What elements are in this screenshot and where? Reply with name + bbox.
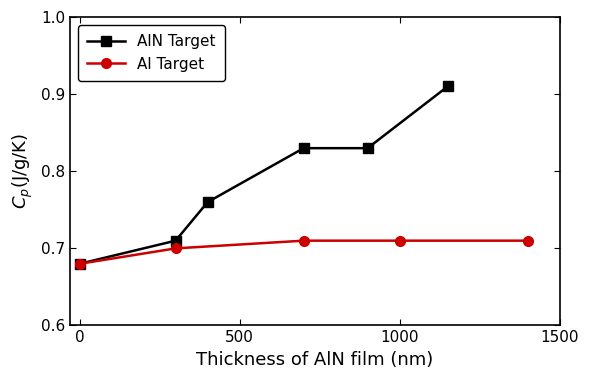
Legend: AlN Target, Al Target: AlN Target, Al Target xyxy=(78,25,225,81)
Al Target xyxy=(300,238,307,243)
Al Target xyxy=(396,238,403,243)
AlN Target xyxy=(172,238,179,243)
Y-axis label: $C_p$(J/g/K): $C_p$(J/g/K) xyxy=(11,133,35,209)
AlN Target xyxy=(204,200,211,204)
AlN Target xyxy=(76,261,83,266)
Line: Al Target: Al Target xyxy=(75,236,533,269)
AlN Target xyxy=(300,146,307,150)
X-axis label: Thickness of AlN film (nm): Thickness of AlN film (nm) xyxy=(196,351,434,369)
AlN Target xyxy=(444,84,451,89)
Line: AlN Target: AlN Target xyxy=(75,82,453,269)
Al Target xyxy=(76,261,83,266)
AlN Target xyxy=(364,146,371,150)
Al Target xyxy=(172,246,179,251)
Al Target xyxy=(524,238,531,243)
